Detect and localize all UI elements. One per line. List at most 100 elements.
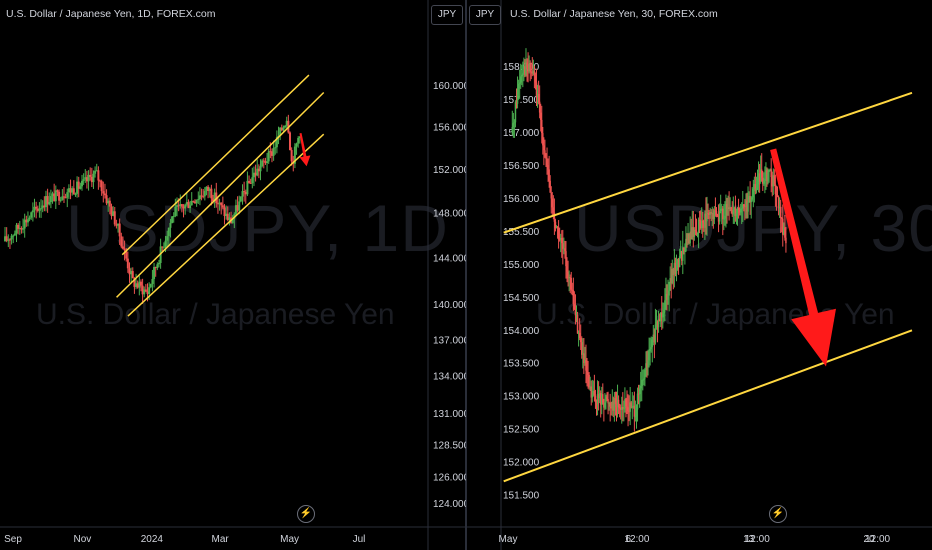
candle: [556, 227, 559, 229]
candle: [618, 407, 621, 409]
lightning-icon[interactable]: ⚡: [769, 505, 787, 523]
candle: [546, 158, 548, 166]
candle: [4, 236, 7, 242]
candle: [635, 409, 638, 417]
price-tick-label: 126.000: [433, 473, 466, 484]
candle: [67, 188, 70, 193]
candle: [621, 407, 623, 410]
channel-line[interactable]: [127, 133, 325, 317]
candle: [585, 360, 587, 371]
candle: [625, 399, 627, 407]
price-tick-label: 137.000: [433, 335, 466, 346]
candle: [652, 334, 655, 340]
daily-chart-pane[interactable]: USDJPY, 1D U.S. Dollar / Japanese Yen 16…: [0, 0, 466, 550]
candle: [139, 281, 142, 286]
candle: [678, 256, 681, 268]
candle: [553, 212, 556, 222]
candle: [126, 258, 129, 269]
candle: [728, 207, 730, 210]
candle: [662, 313, 664, 318]
lightning-icon[interactable]: ⚡: [297, 505, 315, 523]
candle: [755, 188, 758, 192]
candle: [593, 390, 596, 396]
candle: [581, 342, 583, 355]
candle: [514, 102, 517, 123]
channel-line[interactable]: [121, 74, 310, 256]
down-arrow-drawing[interactable]: [770, 148, 836, 367]
candle: [38, 208, 41, 211]
candle: [266, 161, 269, 164]
time-tick-label: May: [499, 534, 518, 545]
candle: [523, 66, 525, 74]
candle: [53, 193, 56, 202]
candle: [639, 385, 642, 389]
candle: [666, 293, 668, 300]
candle: [5, 236, 8, 241]
time-tick-label: May: [280, 534, 299, 545]
candle: [525, 62, 527, 76]
candle: [62, 196, 65, 198]
channel-line[interactable]: [116, 91, 325, 298]
candle: [610, 406, 612, 409]
candle: [734, 207, 737, 216]
candle: [730, 207, 732, 212]
candle: [574, 309, 577, 316]
price-tick-label: 157.000: [503, 128, 540, 139]
candle: [599, 393, 602, 405]
candle: [778, 206, 781, 209]
pane-divider[interactable]: [465, 0, 467, 550]
candle: [696, 232, 699, 235]
candle: [194, 201, 197, 204]
candle: [269, 151, 272, 153]
candle: [535, 82, 538, 96]
currency-badge[interactable]: JPY: [431, 5, 463, 25]
candle: [41, 205, 44, 209]
intraday-chart-canvas[interactable]: 158.000157.500157.000156.500156.000155.5…: [466, 0, 932, 550]
candle: [56, 190, 59, 192]
candle: [46, 196, 49, 205]
candle: [725, 204, 727, 216]
candle: [745, 200, 747, 208]
candles-group: [511, 48, 787, 432]
candle: [117, 223, 120, 226]
candle: [228, 217, 231, 221]
candle: [92, 173, 95, 183]
candle: [647, 360, 649, 368]
intraday-chart-pane[interactable]: USDJPY, 30 U.S. Dollar / Japanese Yen 15…: [466, 0, 932, 550]
candle: [750, 199, 752, 203]
down-arrow-drawing[interactable]: [299, 133, 311, 167]
candle: [252, 172, 255, 178]
candle: [760, 169, 763, 178]
candle: [15, 224, 18, 234]
candle: [624, 399, 626, 409]
candle: [561, 237, 563, 244]
daily-chart-canvas[interactable]: 160.000 156.000 152.000 148.000 144.000 140.0…: [0, 0, 466, 550]
channel-line[interactable]: [503, 91, 913, 234]
candle: [146, 291, 149, 295]
candle: [640, 379, 643, 386]
candle: [85, 177, 88, 182]
currency-badge[interactable]: JPY: [469, 5, 501, 25]
candle: [604, 402, 606, 408]
candle: [172, 215, 175, 217]
candle: [72, 188, 75, 195]
candle: [267, 151, 270, 162]
candle: [765, 170, 767, 179]
time-tick-label: Nov: [74, 534, 92, 545]
candle: [257, 168, 260, 172]
channel-line[interactable]: [503, 329, 913, 483]
chart-title: U.S. Dollar / Japanese Yen, 30, FOREX.co…: [510, 8, 718, 20]
candle: [611, 401, 614, 409]
candle: [643, 378, 645, 380]
candle: [578, 332, 581, 338]
candle: [668, 290, 670, 296]
candle: [723, 218, 725, 220]
candle: [149, 283, 152, 288]
candle: [61, 196, 64, 200]
candle: [743, 204, 745, 207]
candle: [582, 353, 584, 355]
candle: [157, 262, 160, 265]
price-tick-label: 153.000: [503, 392, 540, 403]
candle: [783, 227, 785, 235]
candle: [189, 205, 192, 209]
